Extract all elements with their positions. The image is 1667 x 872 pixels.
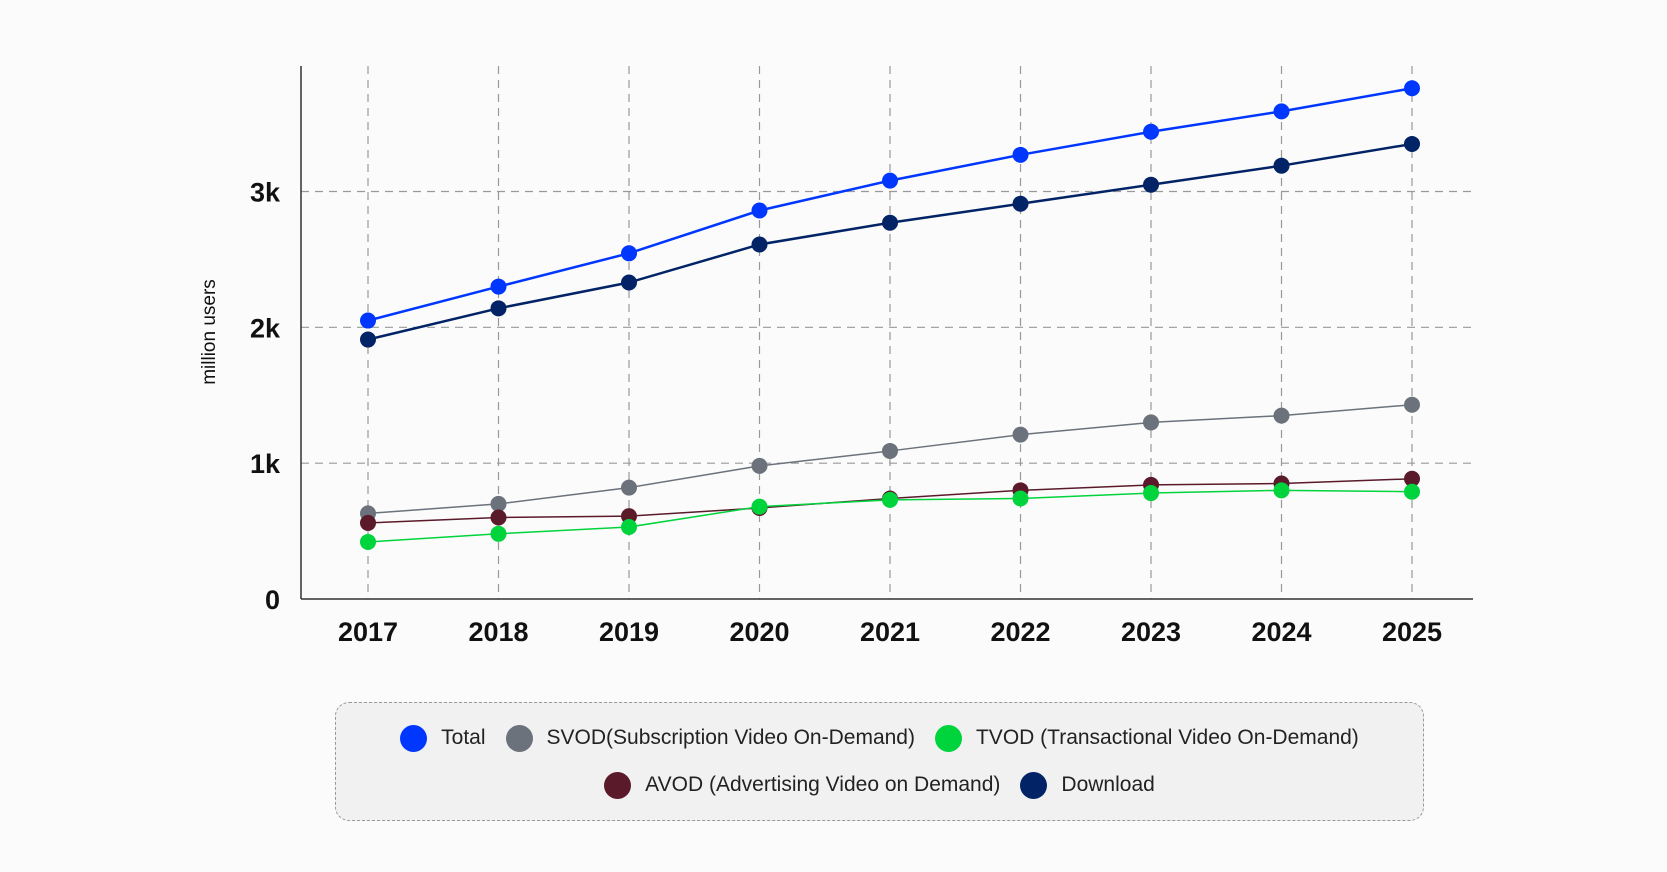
data-point (490, 509, 507, 526)
data-point (1012, 490, 1029, 507)
y-tick-label: 1k (250, 449, 281, 479)
data-point (882, 214, 898, 231)
data-point (360, 533, 376, 550)
data-point (1143, 176, 1159, 193)
legend-label: Download (1061, 773, 1155, 796)
legend-item[interactable]: SVOD(Subscription Video On-Demand) (505, 724, 915, 752)
data-point (882, 172, 898, 189)
data-point (621, 479, 637, 496)
data-point (360, 312, 376, 329)
data-point (1273, 103, 1290, 120)
series-download (360, 135, 1420, 348)
x-tick-label: 2019 (599, 617, 659, 647)
data-point (1273, 482, 1290, 499)
data-point (1012, 426, 1029, 443)
legend-marker-icon (505, 724, 533, 752)
legend-marker-icon (400, 724, 428, 752)
data-point (1404, 80, 1420, 97)
data-point (751, 236, 768, 253)
legend-item[interactable]: Total (400, 724, 486, 752)
x-tick-label: 2022 (990, 617, 1050, 647)
legend-label: AVOD (Advertising Video on Demand) (645, 773, 1001, 796)
series-total (360, 80, 1420, 329)
legend-item[interactable]: Download (1020, 771, 1155, 799)
data-point (1143, 123, 1159, 140)
x-tick-label: 2025 (1382, 617, 1442, 647)
data-point (490, 300, 507, 317)
data-point (360, 514, 376, 531)
y-axis-label: million users (199, 279, 220, 385)
data-point (1273, 157, 1290, 174)
data-point (621, 274, 637, 291)
data-point (751, 457, 768, 474)
data-point (490, 525, 507, 542)
series-tvod (360, 482, 1420, 550)
data-point (490, 278, 507, 295)
y-tick-label: 0 (265, 585, 280, 615)
data-point (882, 442, 898, 459)
x-tick-label: 2023 (1121, 617, 1181, 647)
data-point (1404, 483, 1420, 500)
x-tick-label: 2024 (1251, 617, 1311, 647)
legend-marker-icon (604, 771, 632, 799)
data-point (751, 498, 768, 515)
data-point (882, 491, 898, 508)
data-point (1012, 195, 1029, 212)
data-point (1143, 414, 1159, 431)
y-tick-label: 2k (250, 313, 281, 343)
data-point (490, 495, 507, 512)
data-point (1404, 396, 1420, 413)
data-point (621, 519, 637, 536)
data-point (1273, 407, 1290, 424)
legend-label: TVOD (Transactional Video On-Demand) (975, 726, 1359, 749)
data-point (360, 331, 376, 348)
x-tick-label: 2018 (468, 617, 528, 647)
x-tick-label: 2021 (860, 617, 920, 647)
x-tick-label: 2020 (729, 617, 789, 647)
axes (300, 66, 1473, 600)
x-tick-label: 2017 (338, 617, 398, 647)
grid (301, 66, 1473, 599)
data-point (1143, 485, 1159, 502)
legend-marker-icon (1020, 771, 1048, 799)
data-point (1404, 470, 1420, 487)
data-point (1404, 135, 1420, 152)
data-point (621, 245, 637, 262)
legend-label: SVOD(Subscription Video On-Demand) (546, 726, 915, 749)
legend-item[interactable]: AVOD (Advertising Video on Demand) (604, 771, 1001, 799)
y-tick-label: 3k (250, 178, 281, 208)
data-point (751, 202, 768, 219)
legend-item[interactable]: TVOD (Transactional Video On-Demand) (934, 724, 1359, 752)
legend-marker-icon (934, 724, 962, 752)
legend-label: Total (441, 726, 486, 749)
data-point (1012, 146, 1029, 163)
legend: Total SVOD(Subscription Video On-Demand) T… (335, 702, 1424, 821)
